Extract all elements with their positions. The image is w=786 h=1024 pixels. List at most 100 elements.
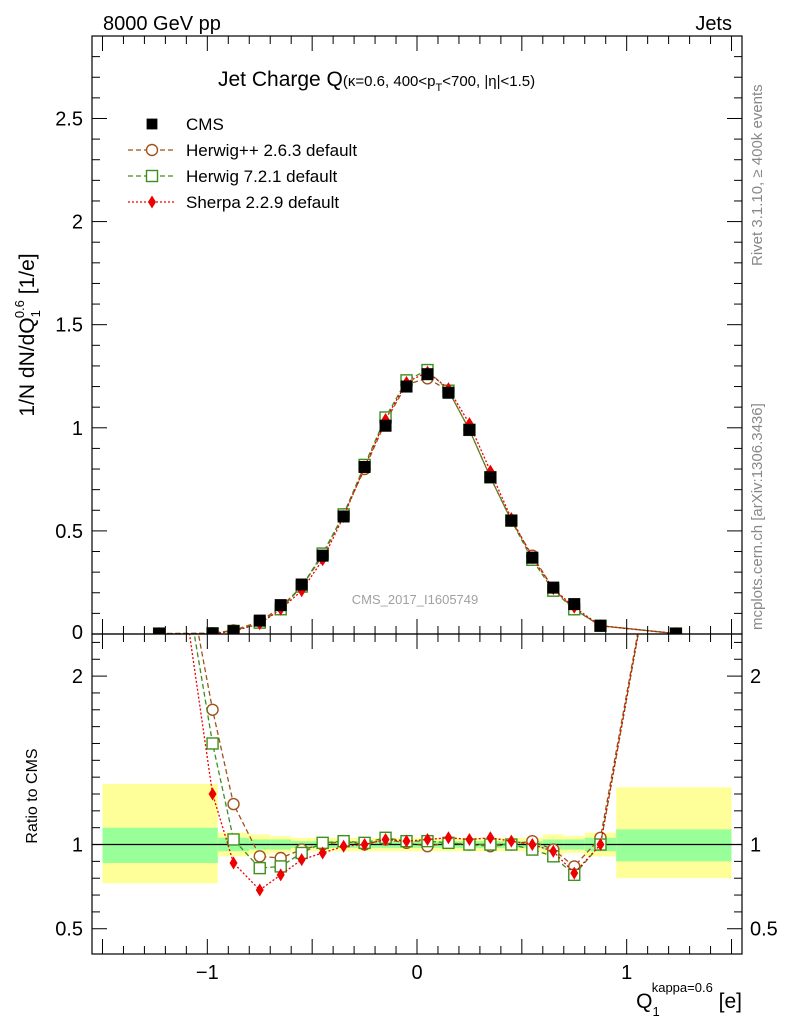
ratio-line-square [193, 634, 639, 876]
ratio-ytick-label-left: 2 [72, 666, 83, 688]
ratio-marker-diamond-18 [570, 866, 579, 880]
ratio-marker-diamond-5 [297, 853, 306, 867]
ratio-marker-diamond-1 [208, 787, 217, 801]
legend-entry-square: Herwig 7.2.1 default [128, 167, 337, 186]
ratio-marker-square-3 [253, 861, 266, 875]
ratio-marker-circle-3 [253, 850, 266, 863]
main-ytick-label: 2.5 [55, 108, 83, 130]
ratio-marker-diamond-6 [318, 846, 327, 860]
band-1sigma-0 [102, 827, 218, 864]
plot-title: Jet Charge Q(κ=0.6, 400<pT<700, |η|<1.5) [218, 68, 535, 94]
rivet-version-note: Rivet 3.1.10, ≥ 400k events [749, 84, 766, 266]
ratio-marker-square-1 [206, 737, 219, 750]
marker-data-2 [227, 625, 240, 634]
legend-marker-diamond [148, 195, 156, 209]
marker-data-0 [153, 627, 166, 634]
marker-data-19 [594, 619, 607, 632]
legend-entry-circle: Herwig++ 2.6.3 default [128, 141, 357, 160]
marker-data-12 [442, 386, 455, 399]
ratio-marker-diamond-4 [276, 868, 285, 882]
ratio-ytick-label-left: 1 [72, 835, 83, 857]
marker-data-15 [505, 514, 518, 527]
marker-data-16 [526, 551, 539, 564]
marker-data-10 [400, 380, 413, 393]
ratio-marker-diamond-15 [507, 834, 516, 848]
ratio-marker-diamond-19 [596, 838, 605, 852]
svg-text:Rivet 3.1.10, ≥ 400k events: Rivet 3.1.10, ≥ 400k events [749, 84, 766, 266]
main-ytick-label: 1 [72, 418, 83, 440]
ratio-marker-diamond-12 [444, 831, 453, 845]
ratio-ytick-label-right: 2 [750, 666, 761, 688]
ratio-marker-diamond-17 [549, 844, 558, 858]
svg-text:mcplots.cern.ch [arXiv:1306.34: mcplots.cern.ch [arXiv:1306.3436] [749, 403, 766, 630]
ratio-ytick-label-left: 0.5 [55, 919, 83, 941]
marker-data-17 [547, 581, 560, 594]
xtick-label: 0 [411, 962, 422, 984]
ratio-marker-circle-2 [227, 797, 240, 811]
ratio-marker-diamond-2 [229, 856, 238, 870]
marker-data-9 [379, 419, 392, 432]
ratio-y-axis-label: Ratio to CMS [24, 748, 41, 843]
ratio-marker-diamond-11 [423, 832, 432, 846]
ratio-marker-diamond-7 [339, 839, 348, 853]
series-line-square [159, 369, 677, 634]
svg-text:Ratio to CMS: Ratio to CMS [24, 748, 41, 843]
analysis-watermark: CMS_2017_I1605749 [352, 592, 479, 607]
ratio-ytick-label-right: 0.5 [750, 919, 778, 941]
ratio-marker-circle-1 [206, 703, 219, 716]
ratio-marker-diamond-16 [528, 838, 537, 852]
ratio-ytick-label-right: 1 [750, 835, 761, 857]
axis-ticks: 0.5 1 1.5 2 2.5 0 0.5 0.5 1 1 2 2 −1 0 1 [55, 35, 778, 984]
marker-data-14 [484, 471, 497, 484]
xtick-label: −1 [196, 962, 219, 984]
ratio-series-square [193, 634, 639, 882]
marker-data-4 [274, 599, 287, 612]
main-ytick-label: 2 [72, 212, 83, 234]
ratio-line-diamond [188, 634, 639, 891]
ratio-marker-square-2 [227, 833, 240, 846]
marker-data-20 [669, 627, 682, 634]
marker-data-1 [206, 627, 219, 634]
legend-label-circle: Herwig++ 2.6.3 default [186, 141, 357, 160]
mcplots-reference-note: mcplots.cern.ch [arXiv:1306.3436] [749, 403, 766, 630]
legend: CMS Herwig++ 2.6.3 default Herwig 7.2.1 de… [128, 115, 357, 212]
legend-label-square: Herwig 7.2.1 default [186, 167, 337, 186]
marker-data-13 [463, 423, 476, 436]
ratio-marker-diamond-9 [381, 832, 390, 846]
legend-label-diamond: Sherpa 2.2.9 default [186, 193, 339, 212]
ratio-marker-diamond-13 [465, 832, 474, 846]
ratio-marker-diamond-14 [486, 831, 495, 845]
marker-data-3 [253, 614, 266, 627]
main-ytick-label: 1.5 [55, 315, 83, 337]
ratio-uncertainty-bands [92, 783, 742, 884]
svg-text:1/N dN/dQ10.6 [1/e]: 1/N dN/dQ10.6 [1/e] [12, 253, 43, 416]
legend-marker-circle [145, 143, 159, 157]
legend-entry-diamond: Sherpa 2.2.9 default [128, 193, 339, 212]
legend-entry-data: CMS [146, 115, 224, 134]
ratio-series-diamond [188, 634, 639, 897]
ratio-plot-series [188, 634, 639, 897]
legend-marker-square [145, 169, 159, 183]
marker-data-11 [421, 368, 434, 381]
ratio-series-circle [197, 634, 639, 873]
main-ytick-label-zero: 0 [72, 622, 83, 644]
legend-label-data: CMS [186, 115, 224, 134]
xtick-label: 1 [621, 962, 632, 984]
ratio-marker-diamond-8 [360, 838, 369, 852]
marker-data-8 [358, 460, 371, 473]
main-y-axis-label: 1/N dN/dQ10.6 [1/e] [12, 253, 43, 416]
band-1sigma-8 [616, 829, 732, 862]
marker-data-6 [316, 549, 329, 562]
header-process: Jets [695, 13, 732, 35]
main-ytick-label: 0.5 [55, 521, 83, 543]
marker-data-18 [568, 598, 581, 611]
ratio-marker-diamond-10 [402, 834, 411, 848]
ratio-marker-diamond-3 [255, 883, 264, 897]
marker-data-5 [295, 578, 308, 591]
marker-data-7 [337, 510, 350, 523]
x-axis-label: Q1kappa=0.6 [e] [636, 980, 742, 1019]
header-energy: 8000 GeV pp [103, 13, 221, 35]
series-data [153, 368, 682, 634]
legend-marker-data [146, 118, 158, 130]
